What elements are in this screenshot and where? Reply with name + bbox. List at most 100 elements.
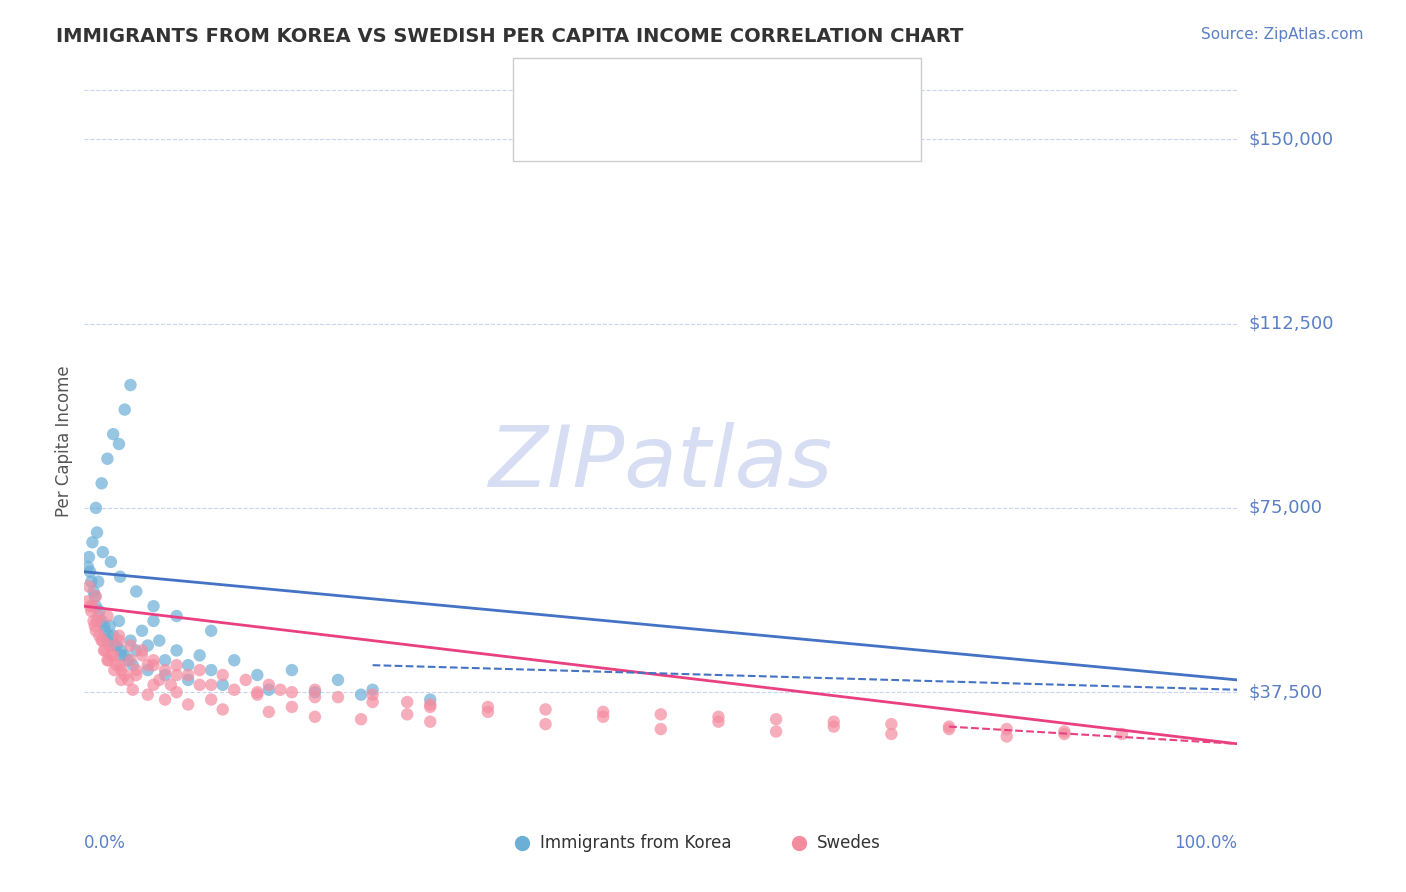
Point (90, 614, 112, 628)
Point (93, 643, 115, 657)
Point (76, 560, 98, 574)
Point (110, 648, 132, 663)
Point (96, 633, 118, 648)
Point (153, 692, 176, 706)
Point (94, 624, 117, 638)
Point (79, 599, 101, 614)
Point (419, 700, 441, 714)
Point (117, 673, 139, 687)
Text: $37,500: $37,500 (1249, 683, 1323, 701)
Point (396, 707, 419, 722)
Point (592, 710, 614, 724)
Point (110, 673, 132, 687)
Point (153, 668, 176, 682)
Point (114, 668, 136, 682)
Point (995, 722, 1018, 736)
Point (76, 594, 98, 608)
Point (131, 643, 153, 657)
Point (477, 700, 499, 714)
Point (281, 685, 304, 699)
Point (326, 673, 349, 687)
Point (188, 648, 211, 663)
Point (880, 717, 903, 731)
Point (188, 663, 211, 677)
Point (880, 727, 903, 741)
Point (419, 714, 441, 729)
Point (304, 710, 326, 724)
Point (108, 658, 131, 673)
Point (83, 619, 105, 633)
Point (166, 609, 188, 624)
Point (592, 705, 614, 719)
Point (200, 663, 222, 677)
Point (650, 722, 672, 736)
Point (110, 663, 132, 677)
Point (350, 712, 373, 726)
Point (90, 633, 112, 648)
Point (89, 604, 111, 618)
Text: N =: N = (672, 121, 724, 139)
Point (103, 648, 124, 663)
Point (121, 658, 143, 673)
Text: $112,500: $112,500 (1249, 315, 1334, 333)
Point (125, 584, 148, 599)
Point (98, 619, 121, 633)
Point (120, 653, 142, 667)
Point (304, 682, 326, 697)
Point (84, 590, 107, 604)
Text: $150,000: $150,000 (1249, 130, 1333, 148)
Point (166, 685, 188, 699)
Point (166, 658, 188, 673)
Point (125, 643, 148, 657)
Point (765, 712, 787, 726)
Point (148, 633, 170, 648)
Point (224, 653, 246, 667)
Point (136, 658, 159, 673)
Point (91, 545, 114, 559)
Point (650, 707, 672, 722)
Text: 64: 64 (718, 80, 744, 98)
Text: 0.0%: 0.0% (84, 833, 127, 852)
Point (84, 500, 107, 515)
Point (707, 714, 730, 729)
Point (534, 702, 557, 716)
Point (142, 678, 165, 692)
Point (82, 535, 104, 549)
Point (103, 663, 125, 677)
Point (80, 574, 103, 589)
Point (142, 599, 165, 614)
Point (77, 549, 100, 564)
Text: -0.487: -0.487 (613, 121, 678, 139)
Point (224, 682, 246, 697)
Point (765, 724, 787, 739)
Point (177, 658, 200, 673)
Point (304, 685, 326, 699)
Text: 102: 102 (718, 121, 756, 139)
Point (200, 624, 222, 638)
Text: $75,000: $75,000 (1249, 499, 1323, 516)
Point (136, 663, 159, 677)
Point (361, 688, 384, 702)
Point (177, 673, 200, 687)
Point (142, 658, 165, 673)
Point (87, 574, 110, 589)
Point (136, 688, 159, 702)
Point (97, 653, 120, 667)
Point (200, 678, 222, 692)
Point (103, 427, 124, 442)
Text: -0.258: -0.258 (613, 80, 678, 98)
Point (100, 555, 122, 569)
Point (91, 633, 114, 648)
Point (419, 698, 441, 712)
Point (257, 705, 280, 719)
Point (108, 614, 131, 628)
Point (79, 565, 101, 579)
Point (166, 668, 188, 682)
Point (86, 614, 108, 628)
Point (108, 633, 131, 648)
Point (281, 663, 304, 677)
Point (477, 705, 499, 719)
Point (257, 678, 280, 692)
Point (246, 685, 269, 699)
Point (361, 695, 384, 709)
